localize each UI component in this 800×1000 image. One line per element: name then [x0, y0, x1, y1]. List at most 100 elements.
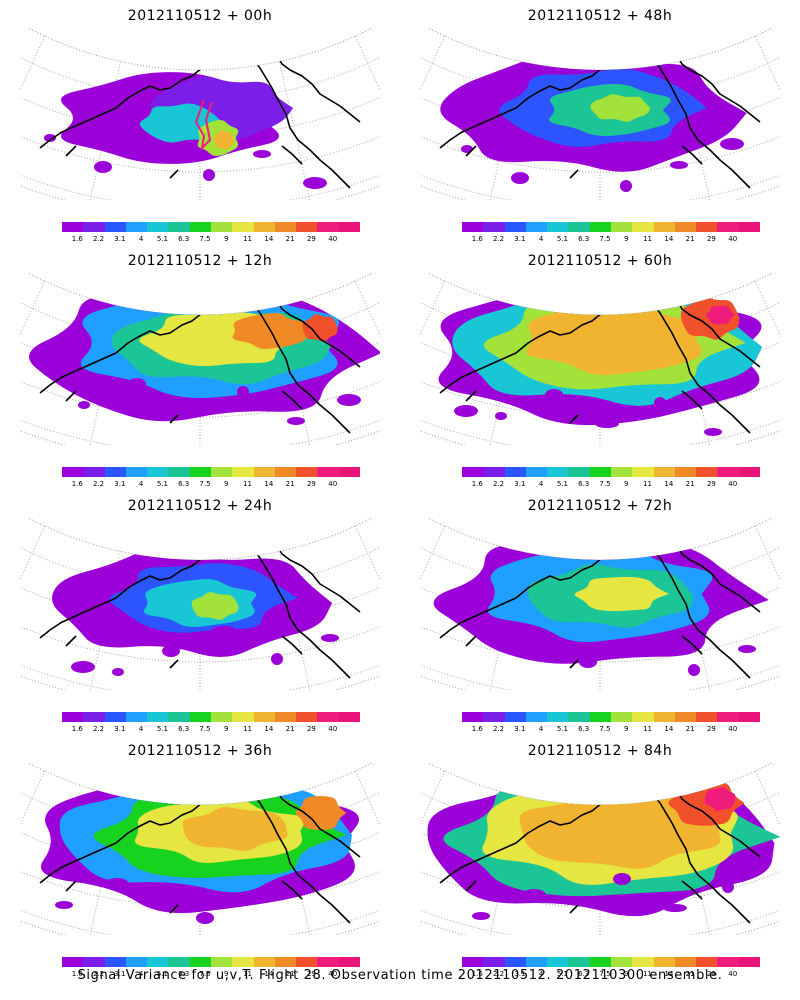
colorbar-label: 2.2 — [92, 235, 105, 243]
variance-patch — [663, 904, 687, 912]
colorbar-swatch — [274, 467, 297, 477]
graticule-line — [420, 273, 780, 346]
graticule-line — [354, 35, 380, 171]
colorbar-label: 40 — [728, 725, 738, 733]
variance-contour — [705, 305, 736, 325]
colorbar-label: 21 — [285, 725, 295, 733]
graticule-line — [20, 566, 380, 663]
colorbar-label: 11 — [643, 970, 653, 978]
forecast-panel: 2012110512 + 72h 1.6 2.2 3.1 4 5.1 6.3 7.5 9 11 14… — [400, 490, 800, 735]
colorbar-swatch — [717, 712, 739, 722]
colorbar-swatch — [525, 712, 548, 722]
variance-patch — [253, 150, 271, 158]
colorbar-swatch — [296, 222, 318, 232]
colorbar-label: 9 — [624, 235, 629, 243]
colorbar-label: 21 — [685, 725, 695, 733]
graticule-line — [420, 28, 780, 101]
colorbar-label: 2.2 — [492, 970, 505, 978]
colorbar-label: 4 — [538, 235, 544, 243]
variance-patch — [337, 394, 361, 406]
variance-patch — [488, 622, 512, 634]
colorbar-swatch — [504, 222, 526, 232]
variance-patch — [246, 893, 270, 901]
colorbar-label: 6.3 — [178, 725, 190, 733]
colorbar-swatch — [696, 222, 718, 232]
variance-patch — [720, 138, 744, 150]
colorbar-swatch — [525, 467, 548, 477]
colorbar-label: 1.6 — [471, 725, 483, 733]
colorbar-label: 1.6 — [71, 725, 83, 733]
map-boundary — [420, 518, 780, 690]
variance-contour — [590, 94, 651, 122]
colorbar-label: 9 — [224, 235, 229, 243]
colorbar-label: 9 — [624, 480, 629, 488]
variance-map — [20, 273, 380, 445]
colorbar — [462, 712, 760, 722]
colorbar-swatch — [104, 222, 126, 232]
colorbar-label: 29 — [306, 725, 316, 733]
panel-title: 2012110512 + 72h — [527, 498, 673, 514]
colorbar-swatch — [317, 222, 339, 232]
colorbar-swatch — [462, 222, 484, 232]
colorbar — [62, 957, 360, 967]
colorbar-swatch — [317, 712, 339, 722]
variance-map — [20, 28, 380, 200]
colorbar-label: 40 — [728, 235, 738, 243]
colorbar-swatch — [568, 957, 590, 967]
colorbar-label: 14 — [664, 970, 674, 978]
variance-patch — [620, 180, 632, 192]
variance-contour — [295, 796, 347, 830]
colorbar-label: 4 — [138, 235, 144, 243]
forecast-panel: 2012110512 + 00h 1.6 2.2 3.1 4 5.1 6.3 7.5 9 11 14… — [0, 0, 400, 245]
colorbar-swatch — [338, 712, 360, 722]
colorbar-swatch — [274, 712, 297, 722]
forecast-panel: 2012110512 + 12h 1.6 2.2 3.1 4 5.1 6.3 7.5 9 11 14… — [0, 245, 400, 490]
colorbar-label: 40 — [328, 970, 338, 978]
colorbar-swatch — [104, 712, 126, 722]
colorbar-swatch — [338, 222, 360, 232]
colorbar — [462, 467, 760, 477]
colorbar-swatch — [525, 957, 548, 967]
variance-map — [420, 273, 780, 445]
colorbar-swatch — [296, 957, 318, 967]
colorbar-label: 11 — [243, 235, 253, 243]
colorbar-label: 4 — [538, 725, 544, 733]
colorbar-label: 9 — [224, 970, 229, 978]
colorbar-label: 29 — [706, 235, 716, 243]
variance-patch — [579, 656, 597, 668]
variance-patch — [112, 668, 124, 676]
colorbar-label: 5.1 — [556, 480, 568, 488]
variance-patch — [545, 389, 563, 401]
colorbar — [62, 467, 360, 477]
variance-patch — [321, 634, 339, 642]
graticule-line — [20, 273, 380, 346]
colorbar-label: 6.3 — [178, 970, 190, 978]
colorbar-labels: 1.6 2.2 3.1 4 5.1 6.3 7.5 9 11 14 21 29 40 — [56, 970, 356, 980]
colorbar-swatch — [462, 957, 484, 967]
colorbar-label: 3.1 — [114, 235, 126, 243]
colorbar-label: 40 — [328, 235, 338, 243]
colorbar-swatch — [168, 222, 190, 232]
colorbar-label: 9 — [224, 480, 229, 488]
variance-patch — [522, 889, 546, 901]
variance-patch — [55, 901, 73, 909]
colorbar-label: 3.1 — [514, 725, 526, 733]
colorbar-swatch — [338, 467, 360, 477]
colorbar-swatch — [147, 467, 169, 477]
graticule-line — [20, 76, 380, 173]
coastline — [439, 131, 703, 179]
variance-patch — [563, 896, 575, 904]
colorbar-swatch — [296, 467, 318, 477]
map-boundary — [420, 763, 780, 935]
colorbar — [62, 222, 360, 232]
colorbar-labels: 1.6 2.2 3.1 4 5.1 6.3 7.5 9 11 14 21 29 40 — [56, 725, 356, 735]
graticule-line — [20, 35, 46, 171]
variance-patch — [71, 661, 95, 673]
colorbar-label: 7.5 — [199, 970, 211, 978]
coastline — [39, 376, 303, 424]
colorbar-label: 7.5 — [199, 725, 211, 733]
colorbar-swatch — [462, 467, 484, 477]
variance-patch — [670, 161, 688, 169]
variance-patch — [654, 397, 666, 409]
colorbar-swatch — [125, 222, 148, 232]
